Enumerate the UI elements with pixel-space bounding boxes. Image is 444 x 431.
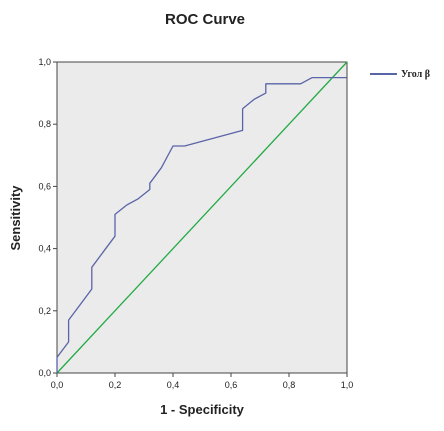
- y-tick-label: 0,8: [38, 119, 51, 129]
- legend-entry-label: Угол β: [401, 69, 430, 80]
- y-tick-label: 1,0: [38, 57, 51, 67]
- x-tick-label: 0,4: [167, 380, 180, 390]
- x-tick-label: 0,8: [283, 380, 296, 390]
- x-tick-label: 0,0: [51, 380, 64, 390]
- roc-curve-line: [56, 76, 347, 373]
- x-tick-label: 0,6: [225, 380, 238, 390]
- x-tick-label: 1,0: [341, 380, 354, 390]
- chart-title: ROC Curve: [165, 11, 245, 28]
- y-tick-label: 0,6: [38, 181, 51, 191]
- series-layer: [56, 61, 348, 374]
- y-axis-label: Sensitivity: [8, 185, 23, 251]
- x-tick-label: 0,2: [109, 380, 122, 390]
- x-axis-label: 1 - Specificity: [160, 402, 245, 417]
- y-tick-label: 0,0: [38, 368, 51, 378]
- y-tick-label: 0,2: [38, 306, 51, 316]
- reference-diagonal-line: [56, 61, 348, 374]
- x-axis: 0,0 0,2 0,4 0,6 0,8 1,0: [51, 373, 354, 390]
- legend: Угол β: [370, 69, 430, 80]
- y-tick-label: 0,4: [38, 244, 51, 254]
- y-axis: 0,0 0,2 0,4 0,6 0,8 1,0: [38, 57, 57, 378]
